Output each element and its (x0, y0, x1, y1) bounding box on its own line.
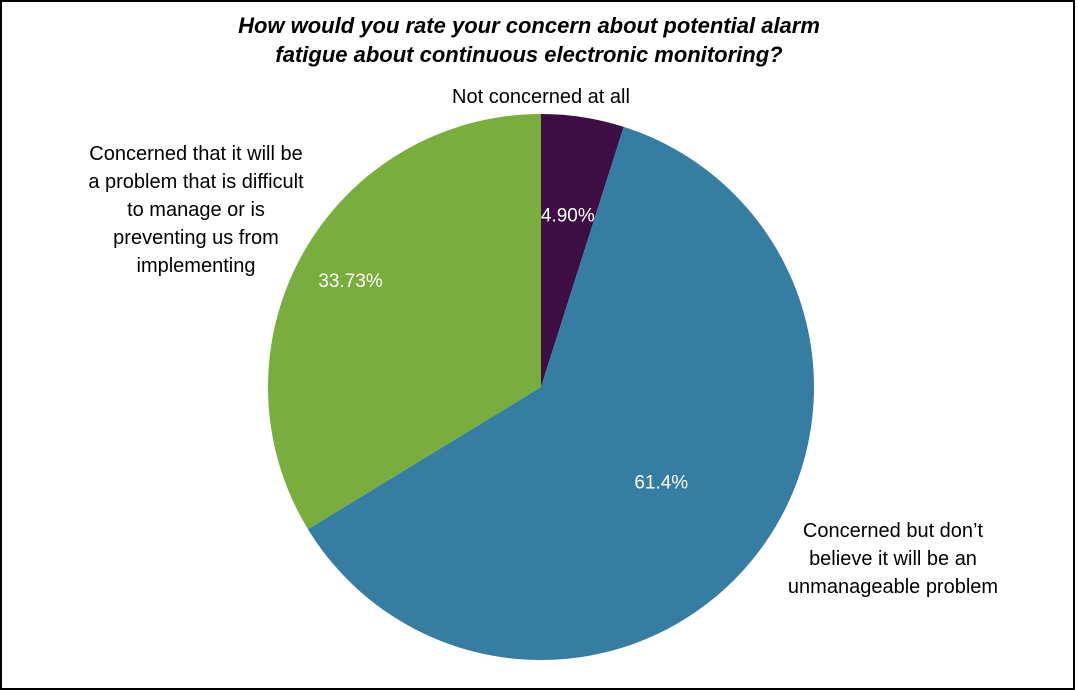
category-label-concerned-difficult: Concerned that it will be a problem that … (88, 143, 304, 277)
category-label-not-concerned: Not concerned at all (452, 86, 630, 108)
pie-slices (268, 114, 814, 661)
chart-title-line-2: fatigue about continuous electronic moni… (275, 42, 782, 67)
pie-category-labels: Not concerned at all Concerned but don’t b… (88, 86, 998, 598)
pie-slice-concerned-difficult (268, 114, 541, 530)
category-label-concerned-manageable: Concerned but don’t believe it will be an… (788, 520, 998, 598)
pie-slice-concerned-manageable (307, 126, 814, 661)
percent-label-concerned-manageable: 61.4% (634, 472, 688, 493)
percent-label-concerned-difficult: 33.73% (318, 271, 383, 292)
chart-title: How would you rate your concern about po… (238, 13, 820, 67)
pie-percent-labels: 4.90% 61.4% 33.73% (318, 205, 688, 493)
pie-slice-not-concerned (541, 114, 624, 387)
percent-label-not-concerned: 4.90% (541, 205, 595, 226)
chart-title-line-1: How would you rate your concern about po… (238, 13, 820, 38)
